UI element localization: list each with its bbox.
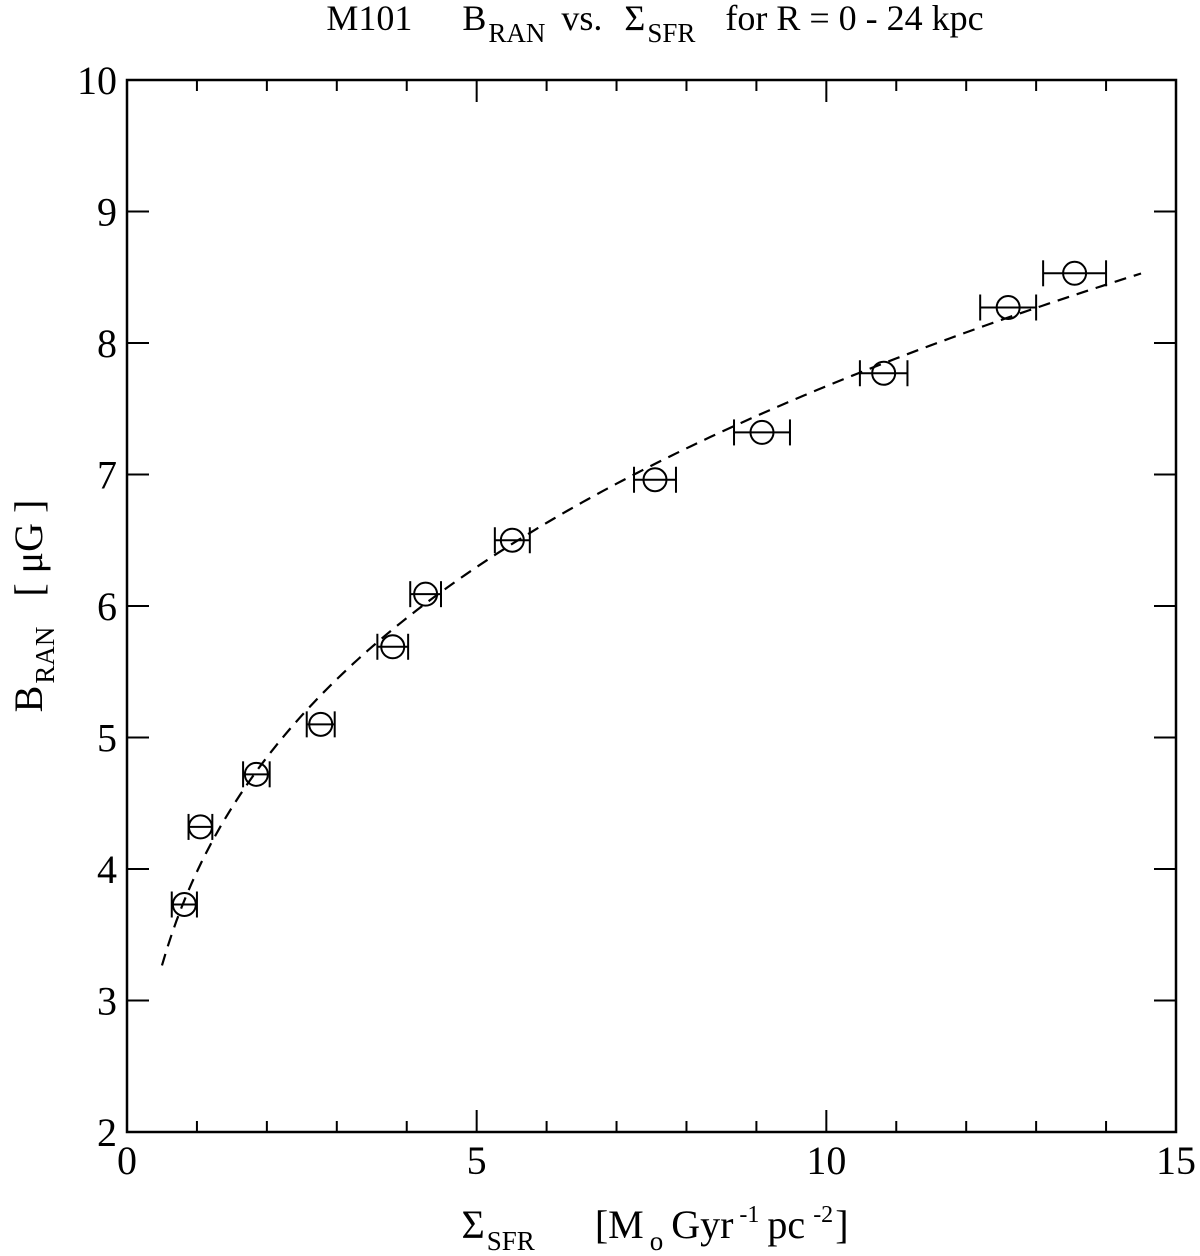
xlabel-unit-sub: o [650, 1226, 664, 1256]
point-marker [749, 419, 775, 445]
title-galaxy: M101 [326, 0, 412, 38]
ylabel-unit: [ μG ] [6, 500, 51, 597]
data-point [979, 294, 1038, 321]
data-point [733, 419, 791, 446]
xlabel-sigma-sub: SFR [487, 1226, 535, 1256]
y-tick-label: 2 [97, 1110, 117, 1155]
y-tick-label: 9 [97, 190, 117, 235]
xlabel-pc-sup: -2 [813, 1202, 833, 1228]
y-axis-label: BRAN [ μG ] [6, 500, 60, 713]
fit-curve [160, 272, 1142, 966]
xlabel-sigma: Σ [461, 1202, 484, 1247]
y-tick-label: 3 [97, 979, 117, 1024]
y-tick-label: 10 [77, 58, 117, 103]
axis-ticks [126, 79, 1177, 1133]
y-tick-label: 7 [97, 453, 117, 498]
data-point [493, 527, 531, 554]
x-tick-label: 0 [117, 1138, 137, 1183]
point-marker [1062, 260, 1088, 286]
point-marker [380, 634, 406, 660]
point-marker [499, 527, 525, 553]
x-axis-label: ΣSFR [M o Gyr -1 pc -2] [461, 1202, 848, 1256]
xlabel-gyr: Gyr [671, 1202, 733, 1247]
title-range: for R = 0 - 24 kpc [725, 0, 983, 38]
data-point [409, 581, 443, 608]
y-tick-label: 5 [97, 716, 117, 761]
data-point [858, 360, 909, 387]
ylabel-b: B [6, 686, 51, 713]
point-marker [171, 892, 197, 918]
data-point [633, 466, 677, 493]
chart-title: M101 BRAN vs. ΣSFR for R = 0 - 24 kpc [326, 0, 983, 48]
data-point [1042, 260, 1108, 287]
data-point [305, 711, 336, 738]
point-marker [243, 761, 269, 787]
point-marker [642, 467, 668, 493]
xlabel-unit-close: ] [835, 1202, 848, 1247]
title-b-sub: RAN [488, 18, 545, 48]
x-tick-label: 15 [1156, 1138, 1196, 1183]
title-vs: vs. [561, 0, 602, 38]
y-tick-label: 8 [97, 321, 117, 366]
axis-tick-labels: 0 5 10 15 2 3 4 5 6 7 8 9 10 [77, 58, 1196, 1183]
point-marker [995, 294, 1021, 320]
plot-frame [125, 78, 1178, 1134]
point-marker [413, 581, 439, 607]
data-point [187, 813, 214, 840]
y-tick-label: 4 [97, 847, 117, 892]
title-b: B [462, 0, 486, 38]
title-sigma-sub: SFR [647, 18, 695, 48]
xlabel-unit-open: [M [595, 1202, 644, 1247]
title-sigma: Σ [624, 0, 645, 38]
ylabel-b-sub: RAN [30, 627, 60, 684]
point-marker [871, 360, 897, 386]
y-tick-label: 6 [97, 584, 117, 629]
xlabel-gyr-sup: -1 [739, 1202, 759, 1228]
point-marker [308, 711, 334, 737]
data-point [170, 891, 198, 918]
x-tick-label: 10 [806, 1138, 846, 1183]
data-point [376, 633, 410, 660]
point-marker [187, 814, 213, 840]
x-tick-label: 5 [467, 1138, 487, 1183]
data-points [170, 260, 1108, 918]
data-point [242, 761, 271, 788]
xlabel-pc: pc [767, 1202, 805, 1247]
